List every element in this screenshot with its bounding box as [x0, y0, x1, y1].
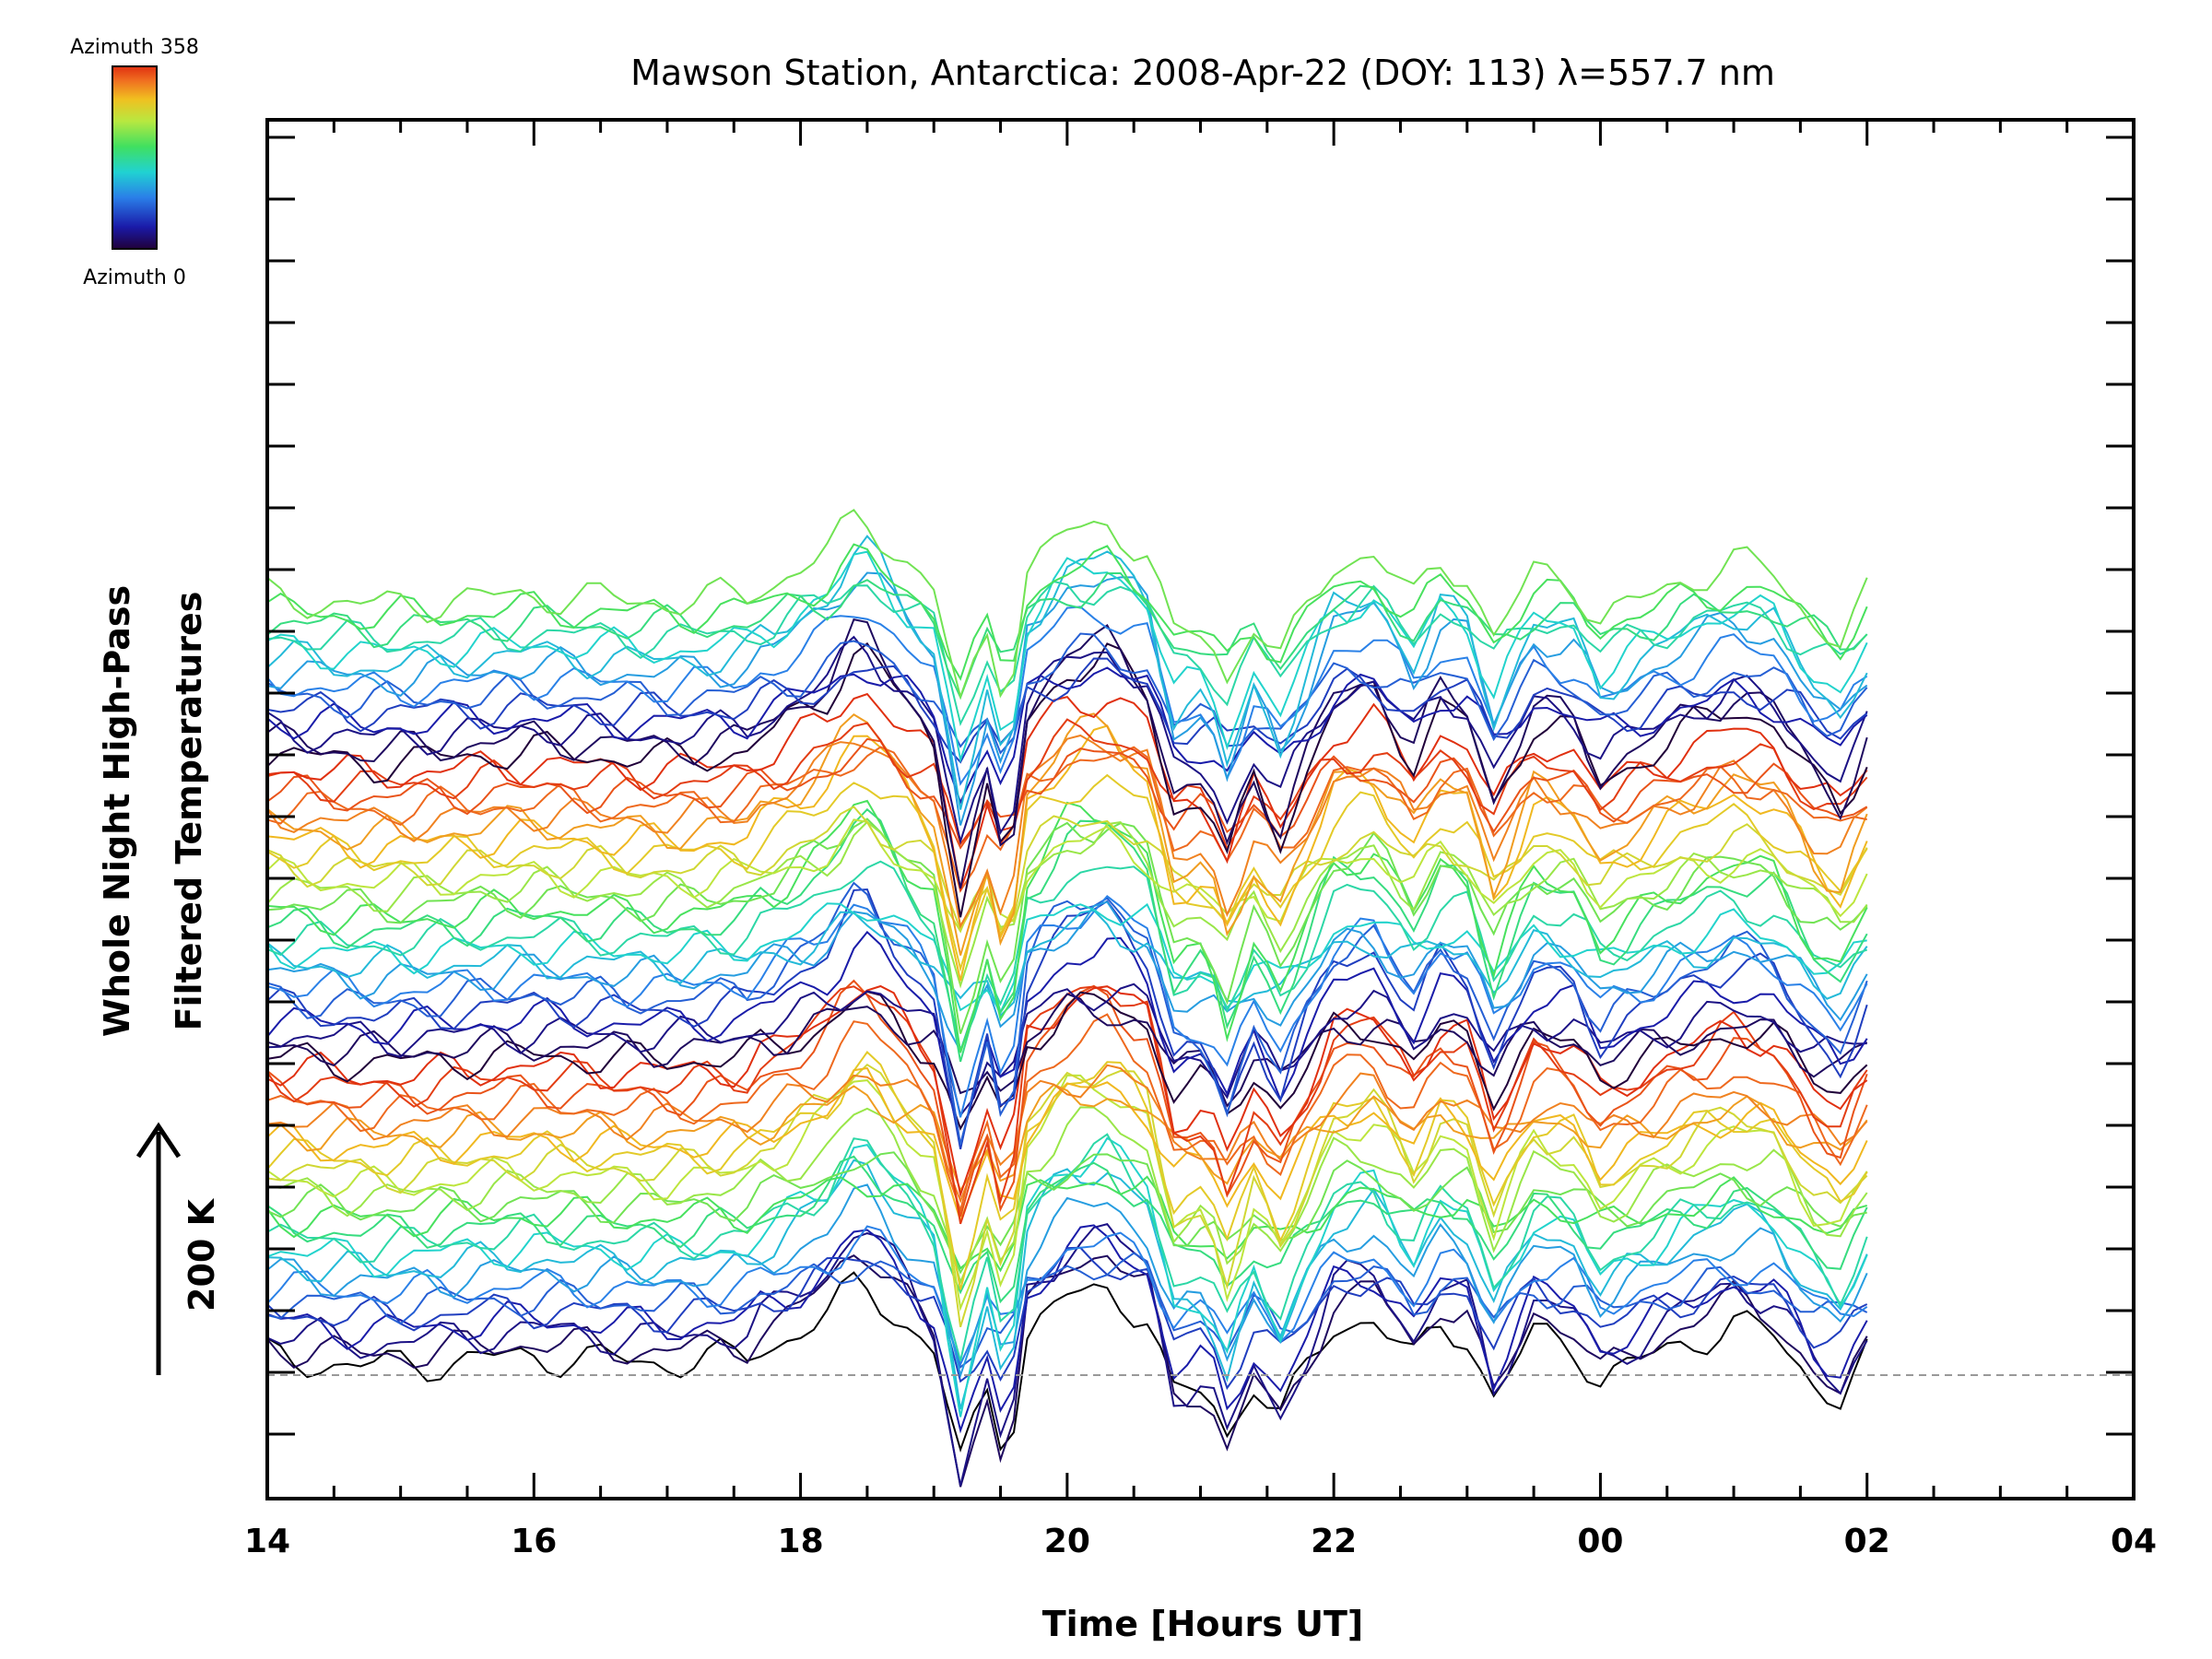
series-line [266, 1252, 1868, 1369]
series-line [266, 881, 1868, 1146]
y-axis-label-line2: Filtered Temperatures [169, 592, 209, 1031]
series-line [266, 712, 1868, 956]
series-group [266, 508, 1868, 1488]
series-line [266, 580, 1868, 727]
series-line [266, 1254, 1868, 1488]
colorbar-legend: Azimuth 358 Azimuth 0 [70, 36, 199, 289]
x-tick-label: 00 [1577, 1523, 1623, 1560]
series-line [266, 818, 1868, 1034]
series-line [266, 773, 1868, 972]
series-line [266, 807, 1868, 1063]
series-line [266, 1064, 1868, 1204]
series-line [266, 1225, 1868, 1367]
series-line [266, 641, 1868, 918]
series-line [266, 909, 1868, 1018]
series-line [266, 734, 1868, 929]
series-line [266, 1224, 1868, 1434]
series-line [266, 806, 1868, 933]
series-line [266, 900, 1868, 1053]
ticks-group [265, 120, 2136, 1499]
scale-arrow-head [135, 1122, 182, 1159]
series-line [266, 1175, 1867, 1273]
series-line [266, 818, 1868, 934]
series-line [266, 571, 1868, 700]
colorbar [112, 65, 158, 250]
series-line [266, 571, 1868, 826]
series-line [266, 1074, 1868, 1312]
series-line [266, 895, 1868, 1118]
series-line [266, 820, 1868, 989]
series-line [266, 1066, 1868, 1224]
series-line [266, 618, 1868, 888]
series-line [266, 984, 1868, 1198]
series-line [266, 990, 1868, 1131]
colorbar-top-label: Azimuth 358 [70, 36, 199, 59]
x-axis-label: Time [Hours UT] [1042, 1604, 1364, 1644]
series-line [266, 508, 1868, 700]
series-line [266, 543, 1868, 681]
series-line [266, 1222, 1868, 1487]
series-line [266, 1083, 1868, 1193]
series-line [266, 666, 1868, 806]
y-axis-label-line1: Whole Night High-Pass [97, 585, 137, 1037]
scale-bar: 200 K [135, 1122, 222, 1375]
series-line [266, 1151, 1867, 1275]
x-tick-label: 16 [511, 1523, 557, 1560]
x-tick-label: 14 [244, 1523, 290, 1560]
series-line [266, 1183, 1868, 1379]
series-line [266, 1063, 1868, 1327]
series-line [266, 888, 1868, 1150]
series-line [266, 1246, 1868, 1391]
series-line [266, 1159, 1868, 1410]
series-line [266, 1136, 1868, 1418]
x-tick-label: 04 [2111, 1523, 2157, 1560]
x-tick-label: 20 [1044, 1523, 1090, 1560]
scale-bar-label: 200 K [182, 1197, 222, 1312]
series-line [266, 1271, 1868, 1453]
series-line [266, 635, 1868, 845]
series-line [266, 982, 1867, 1118]
series-line [266, 550, 1868, 764]
series-line [266, 718, 1868, 851]
series-line [266, 1106, 1868, 1286]
colorbar-bottom-label: Azimuth 0 [83, 266, 186, 289]
series-line [266, 860, 1868, 1053]
x-tick-label: 22 [1311, 1523, 1357, 1560]
series-line [266, 1013, 1868, 1214]
x-tick-label: 02 [1844, 1523, 1890, 1560]
x-tick-labels: 14 16 18 20 22 00 02 04 [244, 1523, 2157, 1560]
series-line [266, 902, 1867, 1015]
series-line [266, 632, 1868, 755]
series-line [266, 930, 1868, 1145]
series-line [266, 724, 1868, 982]
series-line [266, 799, 1868, 1053]
series-line [266, 993, 1868, 1108]
series-line [266, 737, 1868, 850]
series-line [266, 746, 1867, 893]
chart-title: Mawson Station, Antarctica: 2008-Apr-22 … [630, 53, 1775, 93]
x-tick-label: 18 [778, 1523, 824, 1560]
